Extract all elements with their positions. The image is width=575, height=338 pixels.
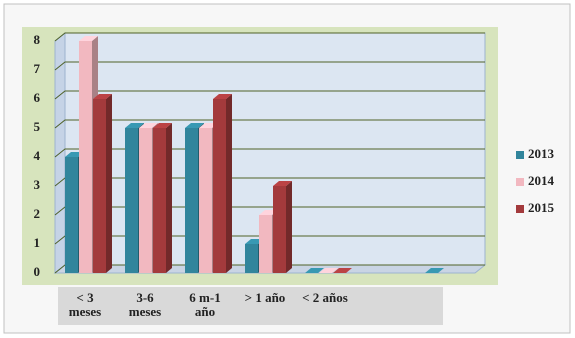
bar-face (125, 123, 144, 128)
bar-face (185, 128, 198, 273)
grid-line (54, 148, 485, 158)
bar-face (213, 99, 226, 273)
bar (213, 94, 232, 273)
y-tick-label: 0 (34, 264, 41, 279)
y-tick-label: 2 (34, 206, 41, 221)
bar-face (93, 94, 112, 99)
bar-face (199, 128, 212, 273)
bar (333, 268, 352, 273)
grid-line (54, 90, 485, 100)
category-band (58, 287, 443, 325)
bar (153, 123, 172, 273)
y-tick-label: 5 (34, 119, 41, 134)
bar-face (245, 244, 258, 273)
grid-line (54, 119, 485, 129)
bar-face (226, 94, 232, 273)
x-tick-label: < 2 años (302, 290, 348, 305)
bar-face (65, 157, 78, 273)
x-tick-label: < 3 meses (68, 290, 102, 319)
bar-face (79, 41, 92, 273)
bar-face (139, 128, 152, 273)
bar (319, 268, 338, 273)
bar-face (273, 181, 292, 186)
legend-label: 2014 (528, 173, 555, 188)
grid-line (54, 32, 485, 42)
bar-face (79, 36, 98, 41)
bar-face (273, 186, 286, 273)
x-tick-label: 6 m-1 año (189, 290, 221, 319)
bar-face (153, 128, 166, 273)
bar-face (333, 268, 352, 273)
bar (305, 268, 324, 273)
bar-face (319, 268, 338, 273)
grid-line (54, 61, 485, 71)
bar-face (153, 123, 172, 128)
bar-face (305, 268, 324, 273)
bar (425, 268, 444, 273)
bar-face (106, 94, 112, 273)
y-tick-label: 7 (34, 61, 41, 76)
x-tick-label: 3-6 meses (128, 290, 162, 319)
legend-swatch (516, 205, 524, 213)
y-tick-label: 4 (34, 148, 41, 163)
bar-face (213, 94, 232, 99)
y-tick-label: 8 (34, 32, 41, 47)
legend-label: 2013 (528, 146, 555, 161)
bar (273, 181, 292, 273)
bar-face (93, 99, 106, 273)
bar-face (425, 268, 444, 273)
bar-face (139, 123, 158, 128)
legend-label: 2015 (528, 200, 555, 215)
bar-face (286, 181, 292, 273)
bar-face (166, 123, 172, 273)
bar-face (185, 123, 204, 128)
y-tick-label: 6 (34, 90, 41, 105)
x-tick-label: > 1 año (244, 290, 286, 305)
bar-face (125, 128, 138, 273)
bar-face (259, 215, 272, 273)
bar (93, 94, 112, 273)
legend-swatch (516, 178, 524, 186)
y-tick-label: 3 (34, 177, 41, 192)
legend-swatch (516, 151, 524, 159)
y-tick-label: 1 (34, 235, 41, 250)
